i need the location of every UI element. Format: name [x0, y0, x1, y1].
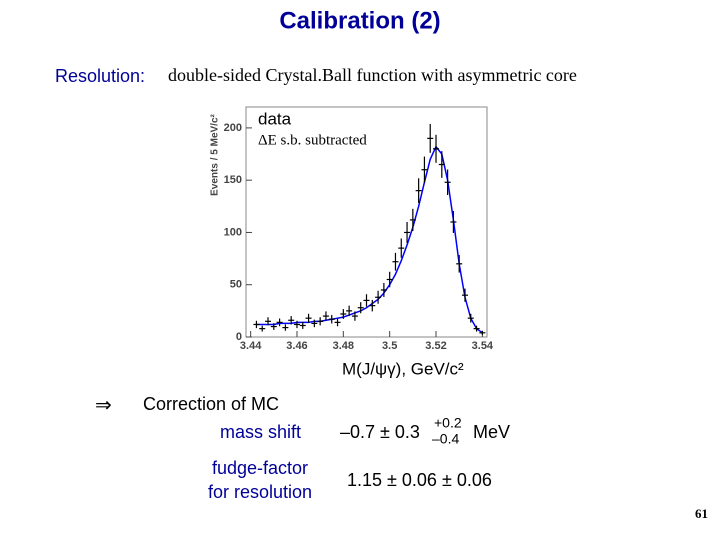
x-tick-label: 3.52: [425, 340, 446, 352]
x-axis-label: M(J/ψγ), GeV/c²: [342, 359, 464, 378]
row-value: –0.7 ± 0.3: [340, 422, 420, 442]
resolution-label: Resolution:: [55, 66, 145, 86]
plus-error: +0.2: [434, 415, 462, 431]
x-tick-label: 3.48: [333, 340, 354, 352]
row-label: for resolution: [208, 482, 312, 502]
y-tick-label: 0: [236, 331, 242, 343]
annotation: data: [258, 109, 292, 128]
y-tick-label: 150: [224, 174, 242, 186]
arrow: ⇒: [95, 394, 112, 416]
x-tick-label: 3.44: [240, 340, 262, 352]
plot-frame: [245, 106, 488, 338]
fit-curve: [256, 145, 483, 334]
x-tick-label: 3.54: [472, 340, 494, 352]
resolution-text: double-sided Crystal.Ball function with …: [168, 65, 577, 85]
y-tick-label: 50: [230, 279, 242, 291]
row-value: 1.15 ± 0.06 ± 0.06: [347, 470, 492, 490]
y-tick-label: 200: [224, 122, 242, 134]
heading: Correction of MC: [143, 394, 279, 414]
y-tick-label: 100: [224, 226, 242, 238]
unit: MeV: [473, 422, 510, 442]
y-axis-label: Events / 5 MeV/c²: [210, 113, 221, 195]
minus-error: –0.4: [432, 431, 459, 447]
x-tick-label: 3.5: [382, 340, 397, 352]
x-tick-label: 3.46: [286, 340, 307, 352]
annotation: ΔE s.b. subtracted: [258, 132, 367, 148]
page-number: 61: [695, 506, 708, 521]
row-label: fudge-factor: [212, 458, 308, 478]
row-label: mass shift: [220, 422, 301, 442]
plot: Events / 5 MeV/c² data ΔE s.b. subtracte…: [210, 106, 494, 378]
slide-title: Calibration (2): [279, 7, 440, 34]
